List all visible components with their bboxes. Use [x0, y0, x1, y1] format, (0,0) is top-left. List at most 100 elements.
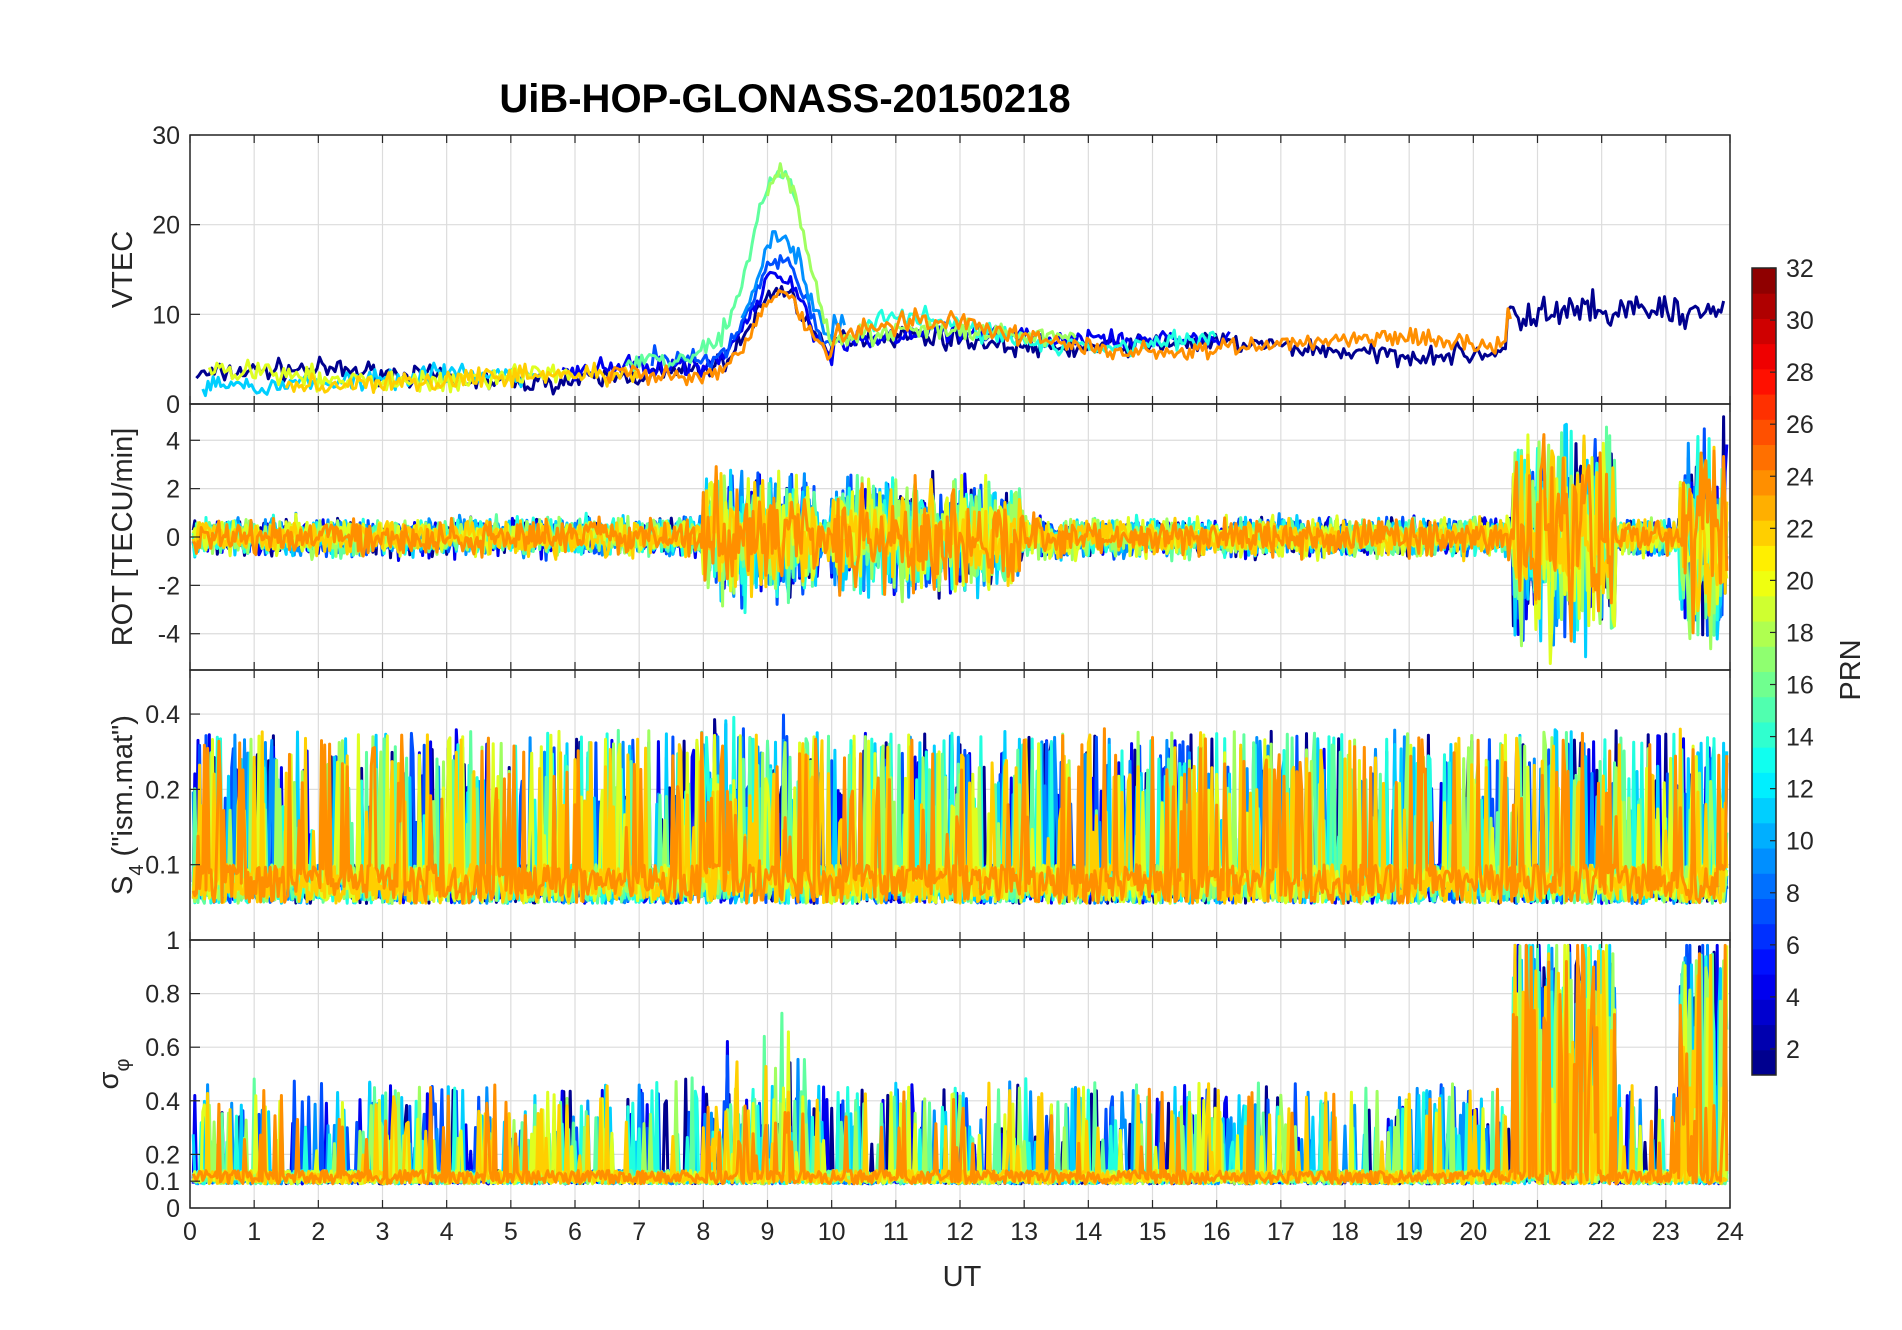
- colorbar-band: [1752, 923, 1776, 950]
- y-tick-label: 0: [166, 1195, 180, 1223]
- y-tick-label: 2: [166, 476, 180, 504]
- colorbar-band: [1752, 873, 1776, 899]
- colorbar-band: [1752, 822, 1776, 849]
- x-tick-label: 6: [568, 1218, 582, 1246]
- colorbar-tick-label: 22: [1786, 515, 1814, 543]
- x-tick-label: 11: [883, 1218, 909, 1246]
- colorbar-tick-label: 32: [1786, 255, 1814, 283]
- colorbar-band: [1752, 545, 1776, 572]
- y-tick-label: 0.6: [145, 1034, 180, 1062]
- colorbar-tick-label: 4: [1786, 984, 1800, 1012]
- colorbar-tick-label: 26: [1786, 411, 1814, 439]
- colorbar-band: [1752, 772, 1776, 799]
- colorbar-band: [1752, 1024, 1776, 1051]
- panel-vtec: 0 10 20 30 VTEC: [107, 122, 1731, 419]
- panel-s4: 0.1 0.2 0.4S4 ("ism.mat"): [107, 669, 1731, 941]
- x-tick-label: 0: [183, 1218, 197, 1246]
- colorbar-band: [1752, 696, 1776, 723]
- x-tick-label: 10: [818, 1218, 846, 1246]
- colorbar-band: [1752, 848, 1776, 874]
- x-tick-label: 23: [1652, 1218, 1680, 1246]
- series-s4-prn-21: [191, 727, 1729, 905]
- grid-vtec: [189, 134, 1731, 405]
- series-vtec-prn-17: [766, 162, 1077, 348]
- colorbar-tick-label: 8: [1786, 880, 1800, 908]
- series-group-vtec: [195, 162, 1726, 398]
- series-group-s4: [191, 713, 1729, 905]
- y-tick-label: 0.8: [145, 981, 180, 1009]
- colorbar-band: [1752, 494, 1776, 521]
- colorbar-band: [1752, 394, 1776, 420]
- y-axis-label-sigma: σφ: [93, 1059, 134, 1090]
- colorbar-band: [1752, 368, 1776, 395]
- colorbar-frame: [1751, 267, 1777, 1076]
- colorbar-band: [1752, 469, 1776, 496]
- colorbar-band: [1752, 318, 1776, 345]
- x-tick-label: 3: [376, 1218, 390, 1246]
- colorbar-band: [1752, 595, 1776, 622]
- x-tick-label: 5: [504, 1218, 518, 1246]
- y-tick-label: 30: [152, 122, 180, 150]
- colorbar-band: [1752, 721, 1776, 748]
- x-tick-label: 16: [1203, 1218, 1231, 1246]
- colorbar-band: [1752, 747, 1776, 773]
- x-tick-label: 18: [1331, 1218, 1359, 1246]
- x-tick-label: 8: [696, 1218, 710, 1246]
- colorbar-tick-label: 12: [1786, 776, 1814, 804]
- colorbar-band: [1752, 268, 1776, 294]
- colorbar-tick-label: 6: [1786, 932, 1800, 960]
- series-sigma-prn-23: [191, 943, 1729, 1186]
- colorbar-band: [1752, 621, 1776, 647]
- colorbar-band: [1752, 646, 1776, 672]
- x-tick-label: 1: [247, 1218, 261, 1246]
- y-axis-label-s4: S4 ("ism.mat"): [107, 715, 148, 895]
- y-axis-label-vtec: VTEC: [107, 231, 139, 308]
- y-tick-label: -4: [158, 621, 180, 649]
- x-tick-label: 21: [1524, 1218, 1552, 1246]
- colorbar-band: [1752, 974, 1776, 1000]
- x-tick-label: 13: [1010, 1218, 1038, 1246]
- colorbar-tick-label: 10: [1786, 828, 1814, 856]
- x-tick-label: 9: [761, 1218, 775, 1246]
- x-tick-label: 19: [1395, 1218, 1423, 1246]
- y-tick-label: 4: [166, 427, 180, 455]
- x-tick-label: 15: [1139, 1218, 1167, 1246]
- chart-title: UiB-HOP-GLONASS-20150218: [499, 77, 1070, 121]
- y-tick-label: 0: [166, 391, 180, 419]
- colorbar-tick-label: 14: [1786, 724, 1814, 752]
- x-axis-label: UT: [943, 1261, 982, 1293]
- colorbar-tick-label: 28: [1786, 359, 1814, 387]
- y-tick-label: 0.4: [145, 1088, 180, 1116]
- series-vtec-prn-21: [284, 361, 640, 394]
- colorbar-tick-label: 18: [1786, 619, 1814, 647]
- y-axis-label-rot: ROT [TECU/min]: [107, 428, 139, 647]
- y-tick-label: -2: [158, 572, 180, 600]
- colorbar-label: PRN: [1835, 639, 1867, 700]
- y-tick-label: 10: [152, 301, 180, 329]
- x-tick-label: 20: [1459, 1218, 1487, 1246]
- colorbar-tick-label: 24: [1786, 463, 1814, 491]
- colorbar-band: [1752, 948, 1776, 975]
- x-tick-label: 22: [1588, 1218, 1616, 1246]
- colorbar-band: [1752, 1049, 1776, 1076]
- colorbar-band: [1752, 520, 1776, 546]
- y-tick-label: 0.4: [145, 701, 180, 729]
- colorbar-tick-label: 2: [1786, 1036, 1800, 1064]
- y-tick-label: 0.1: [145, 1168, 180, 1196]
- x-tick-label: 7: [632, 1218, 646, 1246]
- colorbar-band: [1752, 898, 1776, 925]
- series-vtec-prn-23: [605, 288, 1512, 387]
- y-tick-label: 0.1: [145, 852, 180, 880]
- panel-sigma: 0 1 2 3 4 5 6 7 8 9 10 11 12 13 14 15 16 17 18 19 20 21 22 23 24…: [93, 927, 1744, 1246]
- y-tick-label: 0.2: [145, 1141, 180, 1169]
- colorbar-tick-label: 20: [1786, 567, 1814, 595]
- x-tick-label: 17: [1267, 1218, 1295, 1246]
- panel-rot: -4 -2 0 2 4 ROT [TECU/min]: [107, 403, 1731, 671]
- colorbar-band: [1752, 419, 1776, 446]
- series-group-rot: [191, 415, 1729, 665]
- series-vtec-prn-19: [207, 358, 575, 394]
- x-tick-label: 12: [946, 1218, 974, 1246]
- colorbar-band: [1752, 343, 1776, 370]
